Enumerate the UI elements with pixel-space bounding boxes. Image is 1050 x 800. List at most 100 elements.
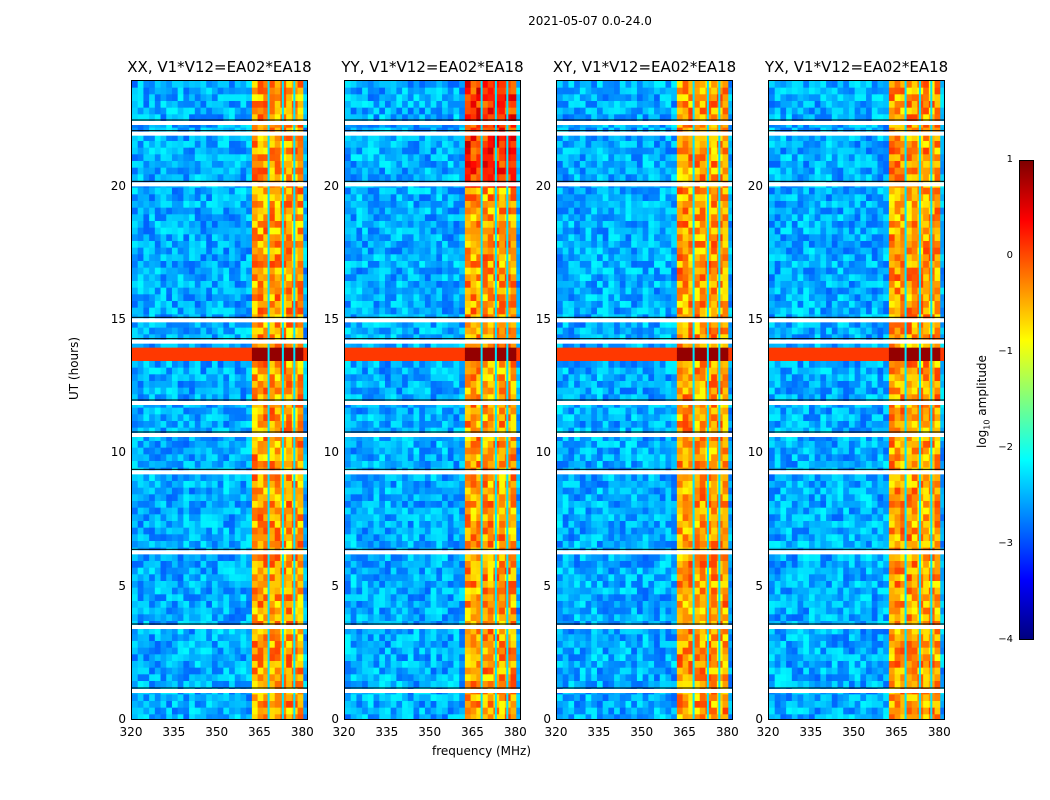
- heatmap-cell: [257, 334, 264, 342]
- heatmap-cell: [413, 434, 420, 442]
- heatmap-cell: [240, 207, 247, 215]
- heatmap-cell: [362, 141, 369, 149]
- heatmap-cell: [143, 461, 150, 469]
- heatmap-cell: [470, 134, 477, 142]
- heatmap-cell: [413, 394, 420, 402]
- heatmap-cell: [154, 281, 162, 289]
- heatmap-cell: [189, 261, 196, 269]
- heatmap-cell: [149, 134, 156, 142]
- heatmap-cell: [297, 654, 304, 662]
- heatmap-cell: [297, 227, 304, 235]
- heatmap-cell: [402, 274, 409, 282]
- heatmap-cell: [154, 267, 162, 275]
- heatmap-cell: [234, 554, 241, 562]
- heatmap-cell: [499, 481, 506, 489]
- heatmap-cell: [430, 281, 437, 289]
- heatmap-cell: [350, 281, 357, 289]
- heatmap-cell: [464, 247, 472, 255]
- heatmap-cell: [143, 267, 150, 275]
- heatmap-cell: [160, 514, 167, 522]
- heatmap-cell: [373, 127, 380, 135]
- heatmap-cell: [356, 461, 363, 469]
- heatmap-cell: [234, 87, 241, 95]
- heatmap-cell: [453, 387, 460, 395]
- heatmap-cell: [257, 481, 264, 489]
- heatmap-cell: [390, 247, 397, 255]
- heatmap-cell: [367, 494, 375, 502]
- heatmap-cell: [263, 201, 270, 209]
- heatmap-cell: [286, 267, 293, 275]
- heatmap-cell: [464, 147, 472, 155]
- heatmap-cell: [487, 314, 494, 322]
- heatmap-cell: [263, 541, 270, 549]
- heatmap-cell: [143, 501, 150, 509]
- heatmap-cell: [223, 81, 230, 89]
- heatmap-cell: [345, 214, 352, 222]
- heatmap-cell: [384, 234, 392, 242]
- heatmap-cell: [160, 321, 167, 329]
- heatmap-cell: [459, 454, 466, 462]
- heatmap-cell: [356, 127, 363, 135]
- heatmap-cell: [149, 661, 156, 669]
- heatmap-cell: [303, 407, 307, 415]
- heatmap-cell: [424, 174, 432, 182]
- flag-edge: [132, 468, 307, 470]
- heatmap-cell: [499, 214, 506, 222]
- heatmap-cell: [160, 447, 167, 455]
- heatmap-cell: [459, 194, 466, 202]
- heatmap-cell: [154, 621, 162, 629]
- heatmap-cell: [177, 521, 184, 529]
- heatmap-cell: [183, 114, 190, 122]
- heatmap-cell: [211, 674, 219, 682]
- heatmap-cell: [407, 421, 415, 429]
- heatmap-cell: [367, 301, 375, 309]
- heatmap-cell: [240, 601, 247, 609]
- heatmap-cell: [436, 81, 443, 89]
- heatmap-cell: [229, 587, 236, 595]
- heatmap-cell: [234, 214, 241, 222]
- heatmap-cell: [177, 87, 184, 95]
- heatmap-cell: [263, 461, 270, 469]
- heatmap-cell: [246, 327, 253, 335]
- heatmap-cell: [362, 134, 369, 142]
- heatmap-cell: [274, 161, 281, 169]
- heatmap-cell: [251, 634, 259, 642]
- heatmap-cell: [149, 407, 156, 415]
- heatmap-cell: [424, 101, 432, 109]
- heatmap-cell: [269, 594, 276, 602]
- heatmap-cell: [367, 227, 375, 235]
- heatmap-cell: [453, 494, 460, 502]
- heatmap-cell: [274, 241, 281, 249]
- heatmap-cell: [345, 347, 352, 355]
- heatmap-cell: [257, 501, 264, 509]
- heatmap-cell: [345, 407, 352, 415]
- heatmap-cell: [510, 454, 517, 462]
- heatmap-cell: [286, 227, 293, 235]
- heatmap-cell: [183, 601, 190, 609]
- heatmap-cell: [516, 107, 520, 115]
- heatmap-cell: [274, 601, 281, 609]
- heatmap-cell: [234, 407, 241, 415]
- heatmap-cell: [367, 134, 375, 142]
- heatmap-cell: [499, 147, 506, 155]
- heatmap-cell: [373, 161, 380, 169]
- heatmap-cell: [177, 301, 184, 309]
- heatmap-cell: [154, 94, 162, 102]
- heatmap-cell: [143, 441, 150, 449]
- heatmap-cell: [453, 194, 460, 202]
- heatmap-cell: [132, 241, 139, 249]
- heatmap-cell: [223, 94, 230, 102]
- heatmap-cell: [424, 267, 432, 275]
- heatmap-cell: [137, 247, 144, 255]
- heatmap-cell: [396, 461, 403, 469]
- heatmap-cell: [223, 487, 230, 495]
- heatmap-cell: [206, 647, 213, 655]
- heatmap-cell: [499, 161, 506, 169]
- heatmap-cell: [482, 194, 489, 202]
- heatmap-cell: [240, 221, 247, 229]
- heatmap-cell: [171, 407, 179, 415]
- heatmap-cell: [286, 214, 293, 222]
- heatmap-cell: [390, 114, 397, 122]
- heatmap-cell: [390, 427, 397, 435]
- heatmap-cell: [384, 321, 392, 329]
